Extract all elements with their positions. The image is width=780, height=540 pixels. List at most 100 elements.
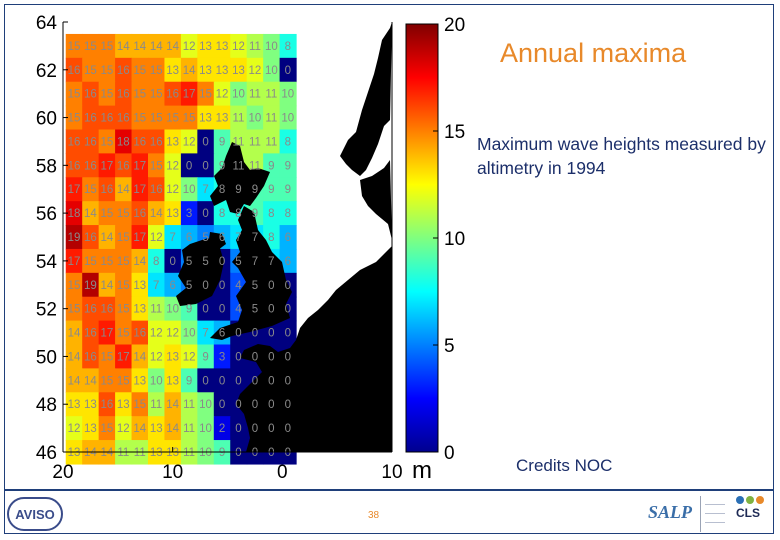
heat-cell	[82, 201, 100, 226]
colorbar-tick-label: 5	[444, 336, 455, 357]
cell-value-label: 13	[133, 280, 146, 292]
cell-value-label: 13	[117, 399, 130, 411]
cell-value-label: 15	[117, 304, 130, 316]
y-tick-label: 46	[36, 443, 57, 464]
cell-value-label: 16	[68, 160, 81, 172]
cell-value-label: 10	[166, 304, 179, 316]
heat-cell	[197, 153, 215, 178]
cell-value-label: 14	[133, 351, 146, 363]
heat-cell	[213, 129, 231, 154]
heat-cell	[82, 153, 100, 178]
cell-value-label: 14	[68, 375, 81, 387]
heat-cell	[131, 344, 149, 369]
cell-value-label: 0	[235, 447, 241, 459]
cell-value-label: 11	[183, 423, 195, 435]
heat-cell	[147, 225, 166, 250]
heat-cell	[82, 81, 100, 107]
cell-value-label: 6	[169, 280, 175, 292]
heat-cell	[115, 416, 133, 441]
heat-cell	[180, 129, 198, 154]
heat-cell	[263, 57, 281, 83]
cell-value-label: 16	[84, 232, 97, 244]
cell-value-label: 15	[117, 280, 130, 292]
heat-cell	[131, 57, 149, 83]
cell-value-label: 17	[133, 184, 146, 196]
cell-value-label: 0	[202, 136, 208, 148]
heat-cell	[82, 105, 100, 131]
heat-cell	[147, 57, 166, 83]
cell-value-label: 0	[268, 280, 274, 292]
cell-value-label: 16	[133, 208, 146, 220]
x-tick-label: 0	[277, 462, 288, 483]
heat-cell	[147, 129, 166, 154]
cell-value-label: 15	[133, 89, 146, 101]
heat-cell	[115, 105, 133, 131]
cell-value-label: 15	[84, 256, 97, 268]
cell-value-label: 13	[216, 113, 229, 125]
cell-value-label: 0	[202, 304, 208, 316]
cell-value-label: 0	[285, 399, 291, 411]
heat-cell	[279, 248, 297, 274]
cell-value-label: 11	[183, 399, 195, 411]
heat-cell	[82, 33, 100, 59]
cell-value-label: 13	[133, 304, 146, 316]
cell-value-label: 6	[219, 328, 225, 340]
cell-value-label: 4	[235, 304, 242, 316]
heat-cell	[279, 33, 297, 59]
cell-value-label: 15	[133, 65, 146, 77]
cell-value-label: 13	[199, 41, 212, 53]
cell-value-label: 13	[166, 65, 179, 77]
cell-value-label: 15	[117, 256, 130, 268]
cell-value-label: 15	[117, 328, 130, 340]
cell-value-label: 8	[153, 256, 159, 268]
cell-value-label: 0	[235, 423, 241, 435]
cell-value-label: 0	[285, 65, 291, 77]
heat-cell	[131, 248, 149, 274]
cell-value-label: 14	[117, 41, 130, 53]
cell-value-label: 8	[285, 136, 291, 148]
colorbar-tick-label: 10	[444, 229, 465, 250]
heat-cell	[98, 344, 116, 369]
cell-value-label: 7	[268, 256, 274, 268]
land-continent	[236, 246, 392, 452]
heat-cell	[213, 33, 231, 59]
cell-value-label: 10	[249, 113, 262, 125]
cell-value-label: 12	[183, 41, 196, 53]
cell-value-label: 18	[68, 208, 81, 220]
heat-cell	[131, 368, 149, 393]
heat-cell	[147, 201, 166, 226]
colorbar-tick-label: 0	[444, 443, 455, 464]
heat-cell	[98, 153, 116, 178]
cell-value-label: 15	[100, 41, 113, 53]
cell-value-label: 15	[68, 89, 81, 101]
cell-value-label: 10	[199, 447, 212, 459]
heat-cell	[98, 177, 116, 202]
cell-value-label: 6	[186, 232, 192, 244]
heat-cell	[65, 344, 83, 369]
heat-cell	[131, 392, 149, 417]
cell-value-label: 15	[150, 89, 163, 101]
cell-value-label: 11	[249, 41, 261, 53]
heat-cell	[197, 368, 215, 393]
heat-cell	[98, 129, 116, 154]
cell-value-label: 12	[232, 41, 245, 53]
heat-cell	[279, 105, 297, 131]
heat-cell	[65, 81, 83, 107]
heat-cell	[98, 368, 116, 393]
heat-cell	[213, 105, 231, 131]
cell-value-label: 0	[285, 280, 291, 292]
heat-cell	[65, 177, 83, 202]
cell-value-label: 8	[268, 208, 274, 220]
heat-cell	[65, 416, 83, 441]
cell-value-label: 15	[117, 232, 130, 244]
heat-cell	[131, 201, 149, 226]
cell-value-label: 10	[265, 41, 278, 53]
cell-value-label: 15	[183, 113, 196, 125]
cell-value-label: 16	[100, 184, 113, 196]
heat-cell	[213, 81, 231, 107]
cell-value-label: 0	[268, 351, 274, 363]
cell-value-label: 6	[219, 232, 225, 244]
cell-value-label: 15	[100, 89, 113, 101]
cell-value-label: 12	[150, 328, 163, 340]
heat-cell	[98, 225, 116, 250]
